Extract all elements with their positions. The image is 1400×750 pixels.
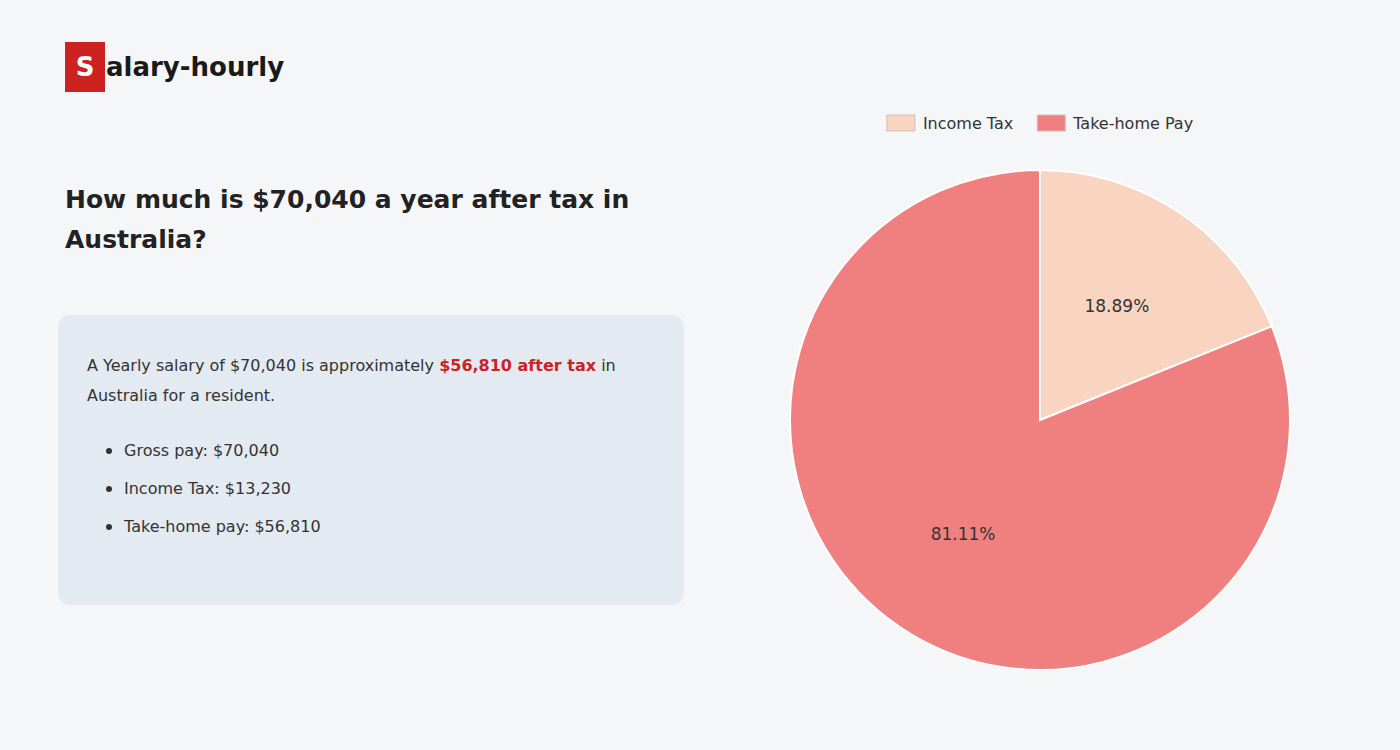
logo-text: alary-hourly: [106, 42, 284, 92]
logo-text: alary-hourly: [106, 52, 284, 82]
summary-text: Australia for a resident.: [87, 386, 275, 405]
data-label: 81.11%: [931, 524, 996, 544]
summary-highlight: $56,810 after tax: [439, 356, 596, 375]
bullet-dot: [106, 448, 112, 454]
summary-line: Australia for a resident.: [87, 385, 275, 407]
pie-chart: 18.89% 81.11% Income Tax Take-home Pay: [680, 0, 1400, 750]
bullet-text: Income Tax: $13,230: [124, 479, 291, 498]
legend: Income Tax Take-home Pay: [887, 114, 1193, 133]
bullet-item: Gross pay: $70,040: [124, 440, 279, 462]
bullet-dot: [106, 524, 112, 530]
bullet-text: Gross pay: $70,040: [124, 441, 279, 460]
bullet-dot: [106, 486, 112, 492]
logo-letter: S: [76, 52, 95, 82]
pie-slice: [790, 170, 1290, 670]
legend-label: Take-home Pay: [1072, 114, 1193, 133]
summary-text: in: [596, 356, 616, 375]
legend-swatch: [887, 115, 915, 131]
data-label: 18.89%: [1084, 296, 1149, 316]
data-labels: 18.89% 81.11%: [931, 296, 1150, 544]
bullet-item: Take-home pay: $56,810: [124, 516, 321, 538]
slices: [790, 170, 1290, 670]
legend-swatch: [1037, 115, 1065, 131]
logo-box: S: [65, 42, 105, 92]
bullet-text: Take-home pay: $56,810: [124, 517, 321, 536]
title: How much is $70,040 a year after tax in …: [65, 180, 665, 260]
summary-line: A Yearly salary of $70,040 is approximat…: [87, 355, 616, 377]
bullet-item: Income Tax: $13,230: [124, 478, 291, 500]
legend-label: Income Tax: [923, 114, 1013, 133]
summary-text: A Yearly salary of $70,040 is approximat…: [87, 356, 439, 375]
